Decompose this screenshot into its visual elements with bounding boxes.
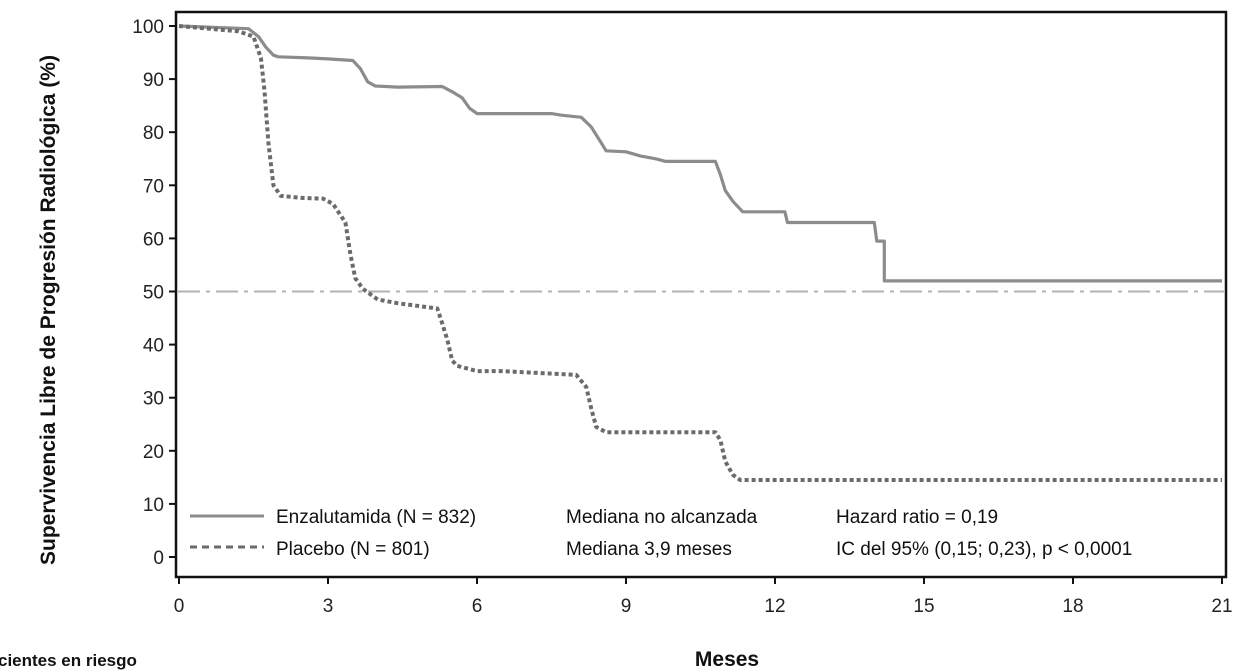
legend-confidence-interval: IC del 95% (0,15; 0,23), p < 0,0001: [836, 539, 1132, 560]
x-tick-label: 3: [323, 596, 334, 617]
y-axis-ticks: 0 10 20 30 40 50 60 70 80 90 100: [132, 17, 176, 569]
plot-frame: [174, 10, 1228, 579]
y-tick-label: 20: [143, 442, 164, 463]
legend-median-enzalutamida: Mediana no alcanzada: [566, 507, 758, 528]
x-tick-label: 6: [472, 596, 483, 617]
series-line-enzalutamida: [178, 24, 1222, 283]
y-tick-label: 50: [143, 283, 164, 304]
series-lines: [178, 24, 1222, 482]
legend-median-placebo: Mediana 3,9 meses: [566, 539, 732, 560]
y-tick-label: 0: [153, 548, 164, 569]
legend: Enzalutamida (N = 832) Placebo (N = 801)…: [190, 507, 1132, 560]
y-tick-label: 100: [132, 17, 164, 38]
y-axis-title: Supervivencia Libre de Progresión Radiol…: [37, 55, 60, 565]
y-tick-label: 80: [143, 123, 164, 144]
y-tick-label: 40: [143, 336, 164, 357]
x-tick-label: 12: [764, 596, 785, 617]
x-tick-label: 9: [621, 596, 632, 617]
y-tick-label: 70: [143, 176, 164, 197]
x-tick-label: 21: [1211, 596, 1232, 617]
legend-series-placebo: Placebo (N = 801): [276, 539, 430, 560]
x-tick-label: 15: [913, 596, 934, 617]
y-tick-label: 60: [143, 229, 164, 250]
y-tick-label: 90: [143, 70, 164, 91]
legend-hazard-ratio: Hazard ratio = 0,19: [836, 507, 998, 528]
legend-series-enzalutamida: Enzalutamida (N = 832): [276, 507, 476, 528]
x-tick-label: 18: [1062, 596, 1083, 617]
patients-at-risk-label: cientes en riesgo: [0, 651, 137, 670]
series-line-placebo: [178, 24, 1222, 482]
x-axis-ticks: 0 3 6 9 12 15 18 21: [174, 577, 1233, 617]
x-tick-label: 0: [174, 596, 185, 617]
y-tick-label: 30: [143, 389, 164, 410]
x-axis-title: Meses: [695, 648, 759, 671]
y-tick-label: 10: [143, 495, 164, 516]
